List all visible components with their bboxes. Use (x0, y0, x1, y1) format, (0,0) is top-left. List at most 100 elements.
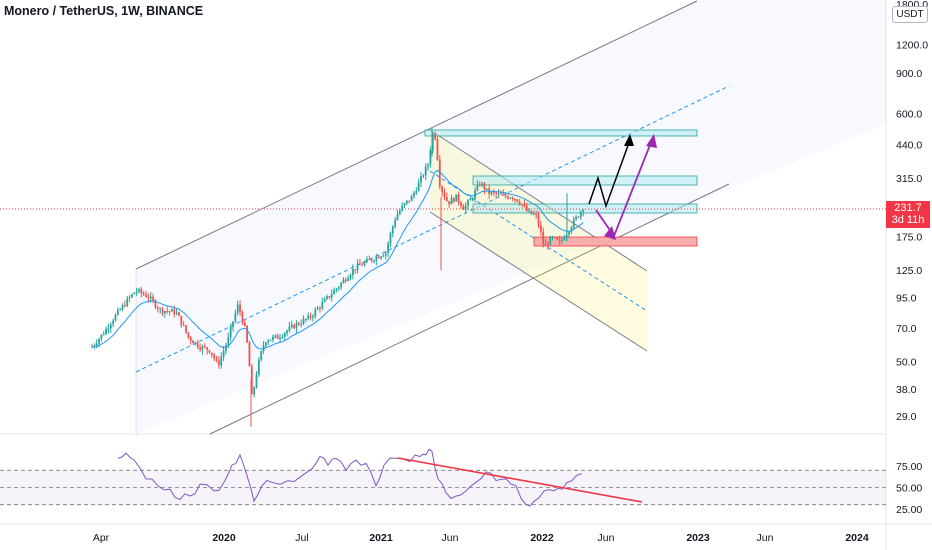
candle-body (436, 138, 439, 160)
candle-body (565, 234, 568, 239)
candle-body (403, 203, 406, 206)
candle-body (441, 186, 444, 192)
candle-body (429, 150, 432, 165)
candle-body (290, 324, 293, 327)
candle-body (119, 309, 122, 311)
candle-body (342, 279, 345, 284)
price-tick-label: 175.0 (896, 232, 922, 244)
candle-body (537, 214, 540, 226)
candle-body (544, 243, 547, 245)
candle-body (373, 260, 375, 262)
candle-body (107, 328, 110, 330)
candle-body (363, 262, 366, 266)
rsi-divergence-trendline (397, 457, 643, 503)
candle-body (495, 192, 498, 194)
candle-body (445, 196, 448, 202)
candle-body (518, 201, 521, 205)
zone-red-3 (533, 236, 698, 247)
candle-body (469, 198, 472, 201)
candle-body (542, 231, 545, 244)
candle-body (382, 255, 385, 257)
time-tick-label: 2020 (212, 532, 236, 544)
price-tick-label: 315.0 (896, 173, 922, 185)
price-tick-label: 440.0 (896, 140, 922, 152)
candle-body (509, 197, 512, 199)
price-tick-label: 50.0 (896, 357, 917, 369)
candle-body (474, 190, 476, 199)
candle-body (377, 256, 380, 259)
candle-body (340, 283, 342, 288)
arrowhead-purple-down (604, 226, 616, 240)
candle-body (380, 256, 382, 259)
candle-body (575, 216, 577, 220)
candle-body (126, 298, 129, 307)
candle-body (114, 314, 117, 321)
candle-body (312, 316, 314, 318)
candle-body (173, 309, 176, 315)
candle-body (556, 237, 559, 240)
candle-body (201, 346, 204, 350)
candle-body (307, 315, 310, 319)
candle-body (528, 210, 530, 212)
candle-body (154, 300, 157, 308)
price-tick-label: 70.0 (896, 323, 917, 335)
candle-body (163, 310, 166, 314)
candle-body (535, 214, 538, 216)
candle-body (582, 210, 585, 212)
bar-countdown: 3d 11h (891, 214, 925, 226)
candle-body (406, 200, 408, 204)
candle-body (333, 290, 335, 295)
candle-body (507, 196, 509, 199)
candle-body (215, 358, 218, 361)
candle-body (145, 294, 147, 298)
candle-body (161, 308, 164, 314)
candle-body (239, 304, 241, 313)
time-tick-label: 2022 (530, 532, 554, 544)
candle-body (455, 194, 458, 202)
candle-body (222, 350, 225, 357)
candle-body (558, 239, 561, 241)
candle-body (185, 325, 187, 333)
candle-body (156, 307, 159, 309)
rsi-tick-label: 50.00 (896, 483, 922, 495)
candle-body (483, 183, 486, 190)
candle-body (243, 322, 246, 326)
rsi-line (117, 448, 583, 507)
candle-body (478, 184, 481, 186)
candle-body (431, 133, 434, 151)
projection-path-black (588, 139, 631, 209)
price-tick-label: 1800.0 (896, 0, 928, 11)
candle-body (579, 211, 582, 218)
candle-body (180, 315, 183, 325)
candle-body (359, 263, 361, 265)
candle-body (347, 278, 350, 281)
candle-body (288, 326, 291, 331)
zone-blue-0 (424, 129, 698, 137)
candle-body (168, 311, 171, 313)
currency-button[interactable]: USDT (892, 6, 928, 23)
price-tick-label: 900.0 (896, 68, 922, 80)
candle-body (460, 202, 462, 207)
candle-body (551, 236, 554, 238)
candle-body (248, 342, 251, 367)
candle-body (304, 318, 307, 320)
candle-body (504, 194, 507, 197)
candle-body (570, 227, 573, 232)
candles (91, 131, 585, 398)
ema-line (91, 169, 584, 350)
candle-body (194, 342, 197, 344)
candle-body (175, 312, 178, 315)
candle-body (314, 309, 317, 317)
candle-body (234, 313, 237, 322)
candle-body (464, 205, 467, 210)
candle-body (384, 252, 387, 256)
candle-body (159, 308, 162, 310)
candle-body (438, 159, 441, 187)
candle-body (492, 191, 495, 193)
candle-body (366, 259, 368, 263)
candle-body (462, 206, 465, 210)
candle-body (568, 231, 570, 235)
candle-body (189, 337, 192, 341)
candle-body (227, 337, 230, 346)
